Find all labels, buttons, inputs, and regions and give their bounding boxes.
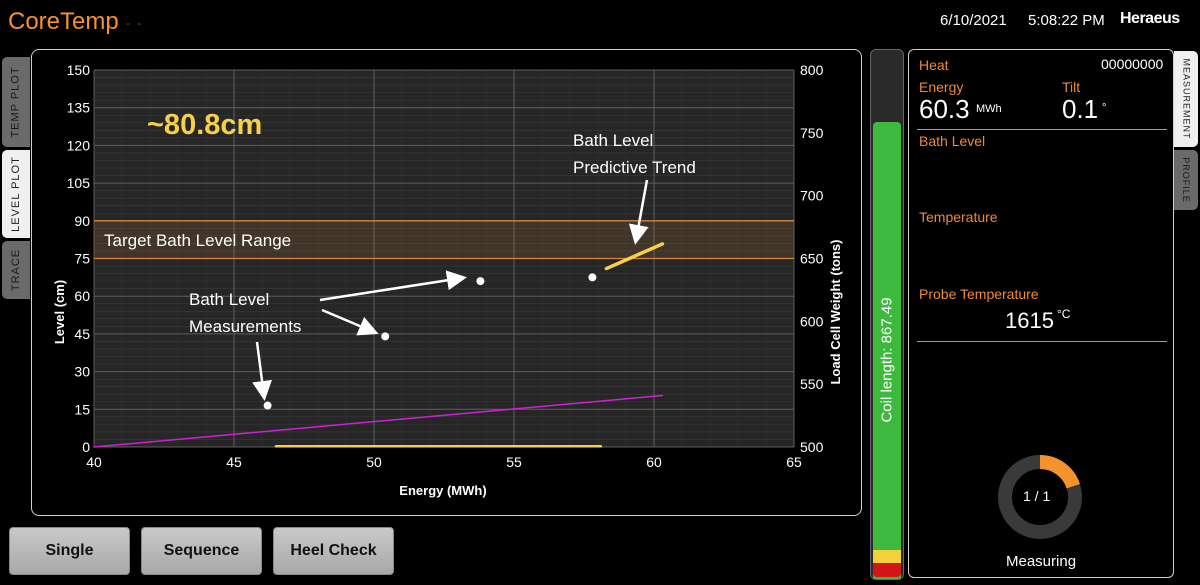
measurement-annotation-line1: Bath Level: [189, 290, 269, 309]
probe-temperature-unit: °C: [1057, 307, 1071, 321]
coil-green-segment: [873, 122, 901, 579]
level-chart: 40 45 50 55 60 650153045607590105120135150500…: [52, 62, 843, 498]
tab-trace[interactable]: TRACE: [2, 241, 30, 299]
coil-length-label: Coil length: 867.49: [878, 297, 896, 423]
heel-check-button[interactable]: Heel Check: [273, 527, 394, 575]
y2-tick-label: 600: [800, 313, 824, 329]
annotation-arrow: [321, 308, 379, 336]
progress-ring-fill: [1039, 455, 1080, 489]
progress-count: 1 / 1: [1023, 488, 1051, 504]
probe-temperature-label: Probe Temperature: [919, 286, 1039, 302]
measurement-panel: Heat 00000000 Energy 60.3 MWh Tilt 0.1 °…: [908, 49, 1174, 578]
x-tick-label: 55: [506, 454, 522, 470]
y-tick-label: 0: [82, 439, 90, 455]
sequence-button[interactable]: Sequence: [141, 527, 262, 575]
energy-label: Energy: [919, 79, 964, 95]
measurement-point: [381, 332, 390, 341]
title-decoration: - -: [126, 16, 144, 30]
y-tick-label: 15: [74, 401, 90, 417]
measurement-point: [263, 401, 272, 410]
single-button[interactable]: Single: [9, 527, 130, 575]
y2-tick-label: 650: [800, 251, 824, 267]
y2-axis-label: Load Cell Weight (tons): [828, 240, 843, 385]
y-tick-label: 60: [74, 288, 90, 304]
trend-annotation-line1: Bath Level: [573, 131, 653, 150]
tab-profile[interactable]: PROFILE: [1174, 150, 1198, 210]
measurement-progress-ring: [998, 455, 1082, 539]
coil-yellow-segment: [873, 550, 901, 563]
x-tick-label: 50: [366, 454, 382, 470]
header-date: 6/10/2021: [940, 12, 1007, 29]
app-title: CoreTemp: [8, 8, 119, 35]
annotation-arrow: [628, 179, 649, 245]
heat-label: Heat: [919, 57, 949, 73]
y2-tick-label: 750: [800, 125, 824, 141]
trend-annotation-line2: Predictive Trend: [573, 158, 696, 177]
tab-temp-plot-label: TEMP PLOT: [10, 66, 22, 138]
tab-trace-label: TRACE: [10, 248, 22, 292]
tab-level-plot-label: LEVEL PLOT: [10, 156, 22, 232]
y2-tick-label: 500: [800, 439, 824, 455]
x-tick-label: 60: [646, 454, 662, 470]
tilt-value: 0.1: [1062, 94, 1099, 124]
x-tick-label: 40: [86, 454, 102, 470]
bath-level-readout: ~80.8cm: [147, 109, 262, 141]
energy-value: 60.3: [919, 94, 970, 124]
y2-tick-label: 550: [800, 376, 824, 392]
predictive-trend-line: [604, 242, 665, 271]
temperature-label: Temperature: [919, 209, 998, 225]
tab-level-plot[interactable]: LEVEL PLOT: [2, 150, 30, 238]
y-tick-label: 120: [67, 137, 91, 153]
header-time: 5:08:22 PM: [1028, 12, 1105, 29]
tab-profile-label: PROFILE: [1181, 157, 1192, 203]
y-tick-label: 105: [67, 175, 91, 191]
target-range-label: Target Bath Level Range: [104, 231, 291, 250]
tilt-label: Tilt: [1062, 79, 1081, 95]
annotation-arrow: [252, 341, 272, 401]
measurement-point: [588, 273, 597, 282]
y2-tick-label: 800: [800, 62, 824, 78]
x-tick-label: 45: [226, 454, 242, 470]
annotation-arrow: [319, 270, 467, 302]
tab-measurement-label: MEASUREMENT: [1181, 58, 1192, 140]
x-axis-label: Energy (MWh): [399, 483, 486, 498]
level-plot-panel: 40 45 50 55 60 65 0 15 30 45 60 75 90 105 120 135 150 500…: [31, 49, 862, 516]
y2-tick-label: 700: [800, 188, 824, 204]
y-tick-label: 90: [74, 213, 90, 229]
tab-temp-plot[interactable]: TEMP PLOT: [2, 57, 30, 147]
tilt-unit: °: [1102, 102, 1107, 114]
coil-red-segment: [873, 563, 901, 577]
tab-measurement[interactable]: MEASUREMENT: [1174, 51, 1198, 147]
heat-value: 00000000: [1101, 56, 1164, 72]
divider: [917, 341, 1167, 342]
energy-unit: MWh: [976, 103, 1002, 115]
bath-level-label: Bath Level: [919, 133, 986, 149]
y-tick-label: 30: [74, 364, 90, 380]
y-tick-label: 135: [67, 100, 91, 116]
x-tick-label: 65: [786, 454, 802, 470]
probe-temperature-value: 1615: [1005, 308, 1054, 333]
coil-length-gauge: Coil length: 867.49: [870, 49, 904, 580]
y-tick-label: 45: [74, 326, 90, 342]
measurement-annotation-line2: Measurements: [189, 317, 301, 336]
y-axis-label: Level (cm): [52, 280, 67, 344]
y-tick-label: 75: [74, 251, 90, 267]
energy-level-line: [93, 394, 664, 448]
y-tick-label: 150: [67, 62, 91, 78]
brand-logo: Heraeus: [1120, 10, 1180, 27]
target-range-band: [94, 220, 794, 259]
divider: [917, 129, 1167, 130]
measuring-status: Measuring: [1006, 553, 1077, 570]
measurement-point: [476, 277, 485, 286]
